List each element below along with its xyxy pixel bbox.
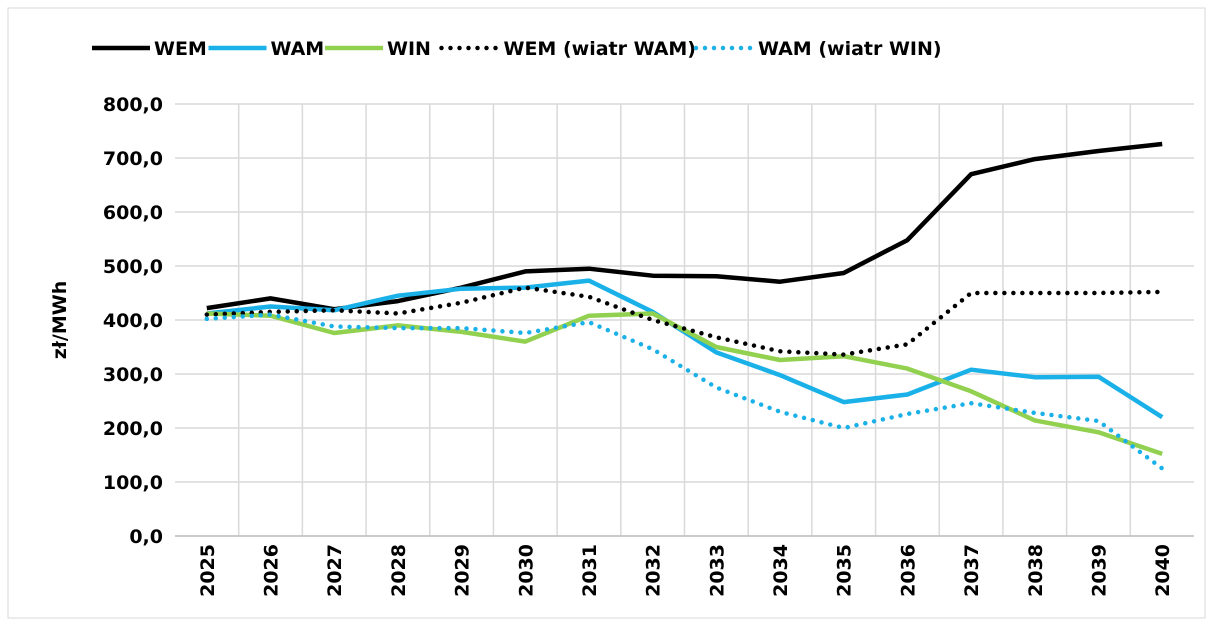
- x-tick-label: 2039: [1088, 544, 1110, 597]
- x-tick-label: 2031: [579, 544, 601, 597]
- x-tick-label: 2035: [834, 544, 856, 597]
- x-tick-label: 2040: [1152, 544, 1174, 597]
- y-tick-label: 700,0: [103, 148, 163, 170]
- x-tick-label: 2033: [706, 544, 728, 597]
- x-tick-label: 2037: [961, 544, 983, 597]
- legend-label: WAM: [271, 38, 325, 60]
- y-tick-label: 300,0: [103, 364, 163, 386]
- legend-label: WEM (wiatr WAM): [504, 38, 697, 60]
- y-tick-label: 800,0: [103, 94, 163, 116]
- x-tick-label: 2038: [1025, 544, 1047, 597]
- x-tick-label: 2034: [770, 544, 792, 597]
- y-axis-label: zł/MWh: [49, 281, 71, 359]
- series-line: [204, 285, 1165, 357]
- legend-label: WEM: [154, 38, 207, 60]
- legend-label: WAM (wiatr WIN): [758, 38, 942, 60]
- y-tick-label: 200,0: [103, 418, 163, 440]
- series-line: [204, 312, 1165, 471]
- x-tick-label: 2028: [388, 544, 410, 597]
- x-tick-label: 2036: [897, 544, 919, 597]
- y-tick-label: 400,0: [103, 310, 163, 332]
- x-tick-label: 2032: [643, 544, 665, 597]
- x-tick-label: 2027: [324, 544, 346, 597]
- x-tick-label: 2026: [261, 544, 283, 597]
- x-tick-label: 2030: [515, 544, 537, 597]
- y-tick-label: 500,0: [103, 256, 163, 278]
- x-tick-label: 2025: [197, 544, 219, 597]
- x-tick-label: 2029: [452, 544, 474, 597]
- y-tick-label: 100,0: [103, 472, 163, 494]
- y-tick-label: 0,0: [129, 526, 163, 548]
- legend-label: WIN: [387, 38, 431, 60]
- y-tick-label: 600,0: [103, 202, 163, 224]
